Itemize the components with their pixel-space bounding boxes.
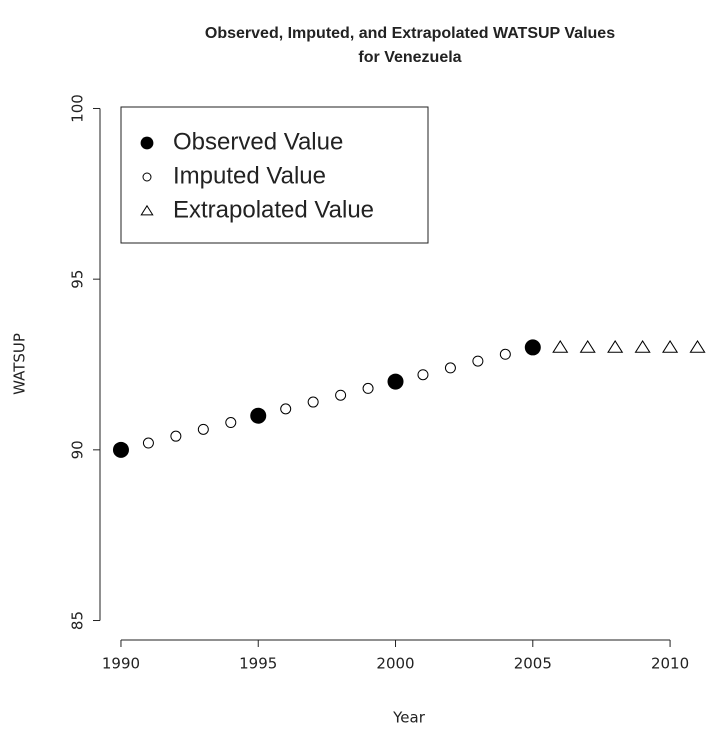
x-tick-label: 1995 bbox=[239, 655, 277, 673]
observed-point bbox=[250, 407, 267, 424]
imputed-point bbox=[280, 403, 292, 415]
imputed-point bbox=[142, 437, 154, 449]
x-tick-label: 1990 bbox=[102, 655, 140, 673]
imputed-point bbox=[335, 389, 347, 401]
chart-title: Observed, Imputed, and Extrapolated WATS… bbox=[205, 25, 615, 42]
observed-point bbox=[524, 339, 541, 356]
legend-marker bbox=[140, 136, 154, 150]
legend-marker bbox=[140, 204, 154, 216]
legend-box bbox=[120, 106, 429, 244]
y-tick-label: 85 bbox=[69, 611, 87, 630]
x-axis-label: Year bbox=[392, 709, 426, 727]
imputed-point bbox=[307, 396, 319, 408]
extrapolated-point bbox=[689, 339, 706, 353]
imputed-point bbox=[444, 362, 456, 374]
y-axis-label: WATSUP bbox=[11, 333, 29, 395]
extrapolated-point bbox=[634, 339, 651, 353]
y-tick-label: 90 bbox=[69, 440, 87, 459]
legend-label: Extrapolated Value bbox=[173, 196, 374, 223]
extrapolated-point bbox=[662, 339, 679, 353]
x-tick-label: 2005 bbox=[514, 655, 552, 673]
observed-point bbox=[112, 441, 129, 458]
imputed-point bbox=[170, 430, 182, 442]
imputed-point bbox=[499, 348, 511, 360]
legend-marker bbox=[142, 172, 152, 182]
imputed-point bbox=[225, 417, 237, 429]
y-tick-label: 100 bbox=[69, 94, 87, 123]
imputed-point bbox=[472, 355, 484, 367]
extrapolated-point bbox=[552, 339, 569, 353]
y-tick-label: 95 bbox=[69, 270, 87, 289]
x-tick-label: 2010 bbox=[651, 655, 689, 673]
legend-label: Observed Value bbox=[173, 128, 343, 155]
chart-title: for Venezuela bbox=[358, 49, 461, 66]
imputed-point bbox=[417, 369, 429, 381]
x-tick-label: 2000 bbox=[376, 655, 414, 673]
legend-label: Imputed Value bbox=[173, 162, 326, 189]
extrapolated-point bbox=[579, 339, 596, 353]
observed-point bbox=[387, 373, 404, 390]
imputed-point bbox=[362, 382, 374, 394]
imputed-point bbox=[197, 423, 209, 435]
extrapolated-point bbox=[607, 339, 624, 353]
